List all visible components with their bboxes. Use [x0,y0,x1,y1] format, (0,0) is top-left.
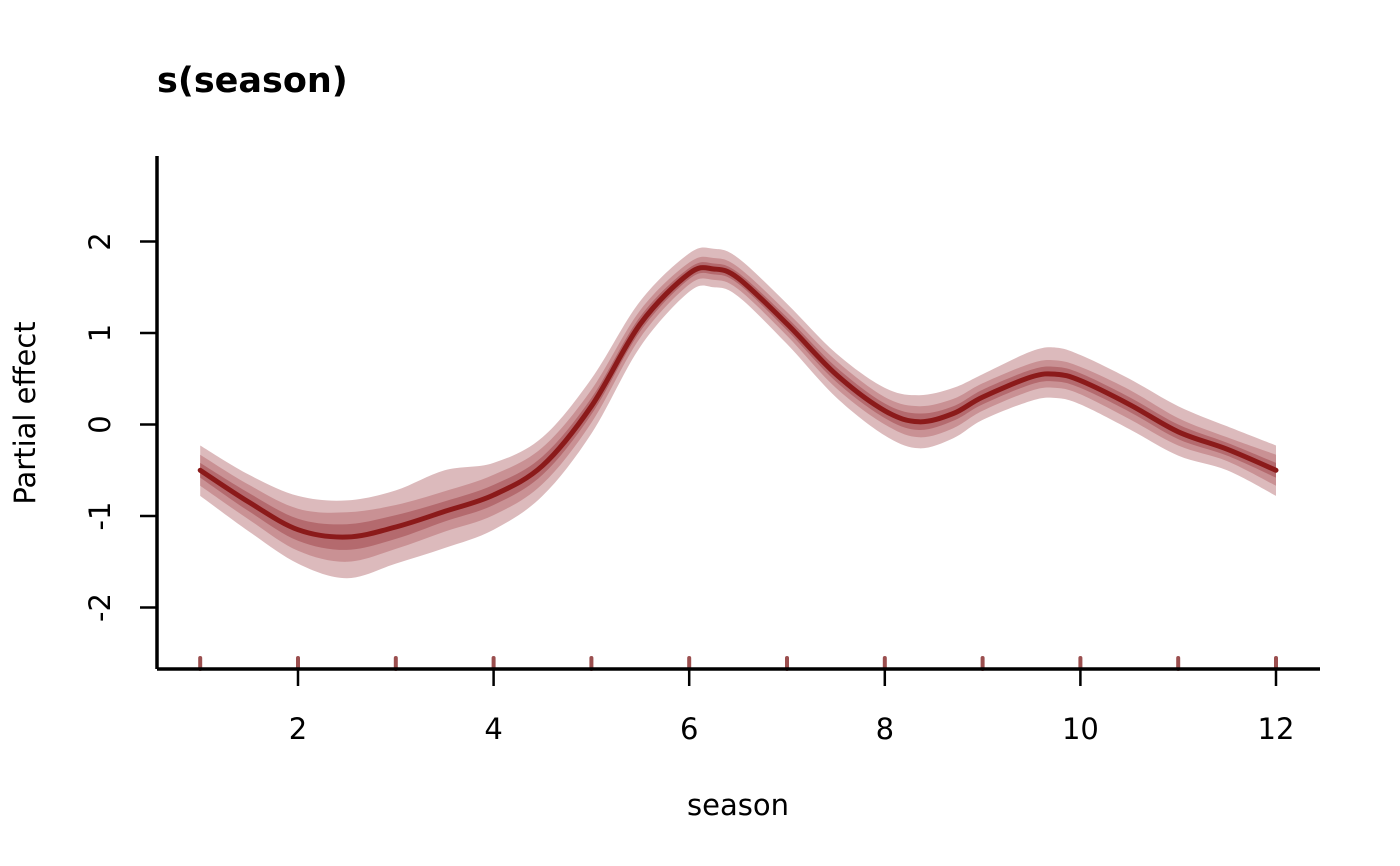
y-tick-label: 0 [83,415,117,433]
x-tick-label: 2 [289,712,307,746]
confidence-bands [200,247,1277,579]
y-tick-label: -2 [83,593,117,622]
chart-title: s(season) [157,61,348,101]
x-tick-label: 12 [1258,712,1295,746]
y-ticks: -2 -1 0 1 2 [83,232,157,622]
x-ticks: 2 4 6 8 10 12 [289,669,1295,746]
x-tick-label: 6 [680,712,698,746]
band-mid [200,256,1277,562]
x-tick-label: 4 [484,712,502,746]
y-tick-label: 1 [83,324,117,342]
x-axis-label: season [687,788,789,822]
smooth-line [197,265,1279,540]
smooth-lines [197,265,1279,540]
y-tick-label: 2 [83,232,117,250]
x-tick-label: 8 [876,712,894,746]
rug-marks [198,656,1278,671]
y-tick-label: -1 [83,502,117,531]
x-tick-label: 10 [1062,712,1099,746]
y-axis-label: Partial effect [8,321,42,504]
